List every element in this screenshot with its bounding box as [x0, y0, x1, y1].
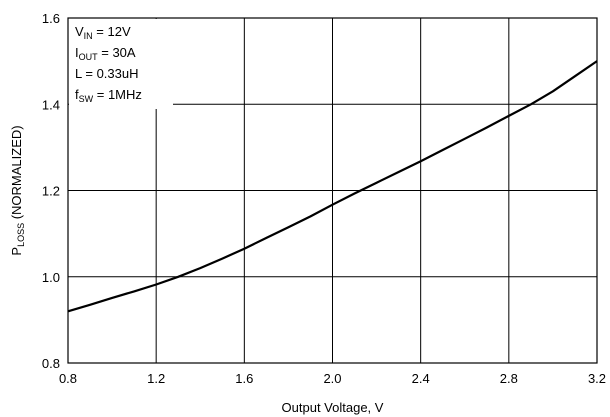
y-tick-label: 1.2: [42, 184, 60, 199]
y-axis-title-sub: LOSS: [16, 223, 26, 247]
x-tick-label: 2.0: [323, 371, 341, 386]
annotation-line: L = 0.33uH: [75, 66, 138, 81]
annotation-sub: OUT: [79, 52, 99, 62]
annotation-line: IOUT = 30A: [75, 45, 136, 62]
annotation-main: L = 0.33uH: [75, 66, 138, 81]
annotation-line: fSW = 1MHz: [75, 87, 142, 104]
y-axis-title: PLOSS (NORMALIZED): [9, 125, 26, 255]
y-tick-labels: 0.8 1.0 1.2 1.4 1.6: [42, 11, 60, 371]
series-layer: [67, 60, 598, 313]
x-tick-label: 2.8: [500, 371, 518, 386]
x-tick-label: 1.6: [235, 371, 253, 386]
y-tick-label: 1.0: [42, 270, 60, 285]
grid: [68, 18, 597, 363]
annotation-sub: IN: [84, 31, 93, 41]
annotation-main: I: [75, 45, 79, 60]
annotation-line: VIN = 12V: [75, 24, 131, 41]
y-tick-label: 0.8: [42, 356, 60, 371]
annotation-background: [69, 19, 173, 109]
annotation-rest: = 12V: [93, 24, 131, 39]
x-tick-labels: 0.8 1.2 1.6 2.0 2.4 2.8 3.2: [59, 371, 606, 386]
plot-frame: [67, 17, 598, 364]
series-line: [67, 60, 598, 313]
annotation-box: VIN = 12V IOUT = 30A L = 0.33uH fSW = 1MHz: [69, 19, 173, 109]
annotation-rest: = 30A: [98, 45, 136, 60]
y-axis-title-main: P: [9, 247, 24, 256]
annotation-main: V: [75, 24, 84, 39]
x-tick-label: 1.2: [147, 371, 165, 386]
annotation-main: f: [75, 87, 79, 102]
annotation-rest: = 1MHz: [93, 87, 142, 102]
annotation-sub: SW: [79, 94, 94, 104]
x-tick-label: 3.2: [588, 371, 606, 386]
x-axis-title: Output Voltage, V: [282, 400, 384, 415]
x-tick-label: 2.4: [412, 371, 430, 386]
y-tick-label: 1.6: [42, 11, 60, 26]
y-tick-label: 1.4: [42, 97, 60, 112]
x-tick-label: 0.8: [59, 371, 77, 386]
y-axis-title-rest: (NORMALIZED): [9, 125, 24, 223]
